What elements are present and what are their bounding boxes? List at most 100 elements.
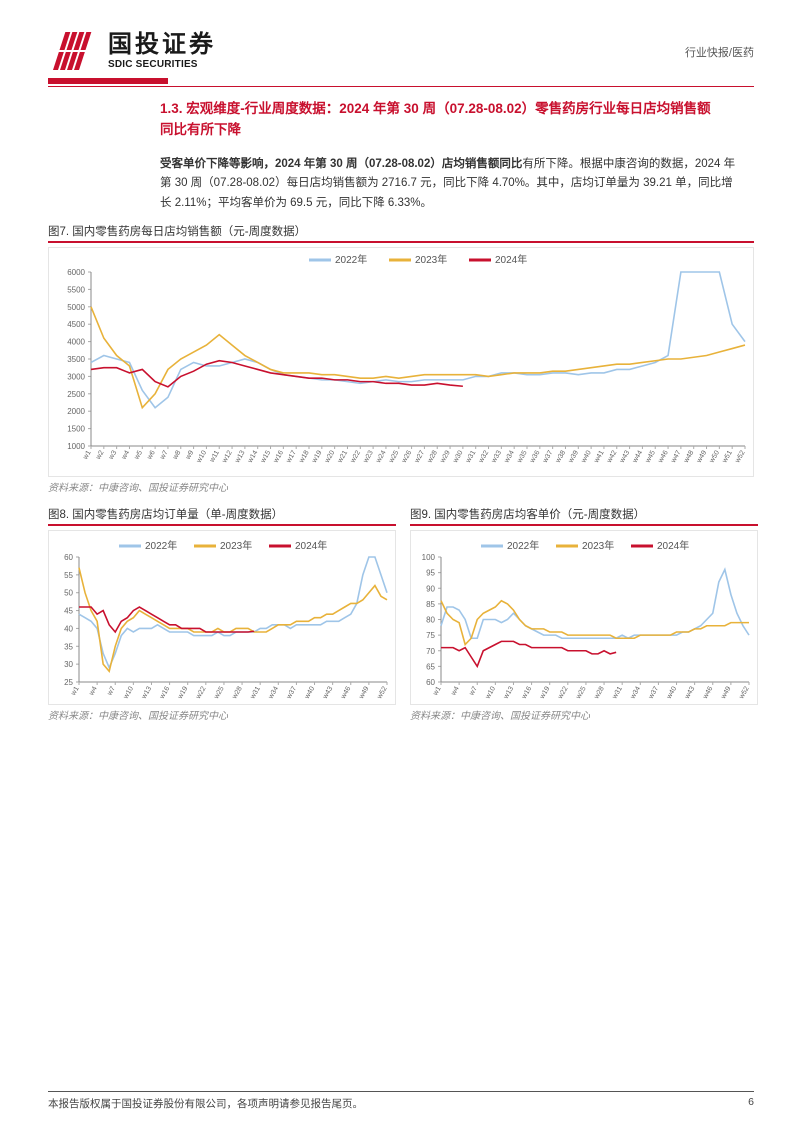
svg-text:w8: w8	[171, 450, 182, 462]
svg-text:w26: w26	[400, 450, 413, 466]
svg-text:w6: w6	[146, 450, 157, 462]
fig7-rule	[48, 241, 754, 243]
svg-text:w40: w40	[580, 450, 593, 466]
svg-text:95: 95	[426, 569, 435, 578]
logo-en: SDIC SECURITIES	[108, 59, 216, 70]
svg-text:w31: w31	[249, 686, 262, 702]
svg-text:w7: w7	[159, 450, 170, 462]
chart8-svg: 2530354045505560w1w4w7w10w13w16w19w22w25…	[49, 535, 395, 710]
svg-text:w52: w52	[734, 450, 747, 466]
svg-text:w4: w4	[120, 450, 131, 462]
svg-text:55: 55	[64, 571, 73, 580]
svg-text:w7: w7	[468, 686, 479, 698]
fig9-source: 资料来源：中康咨询、国投证券研究中心	[410, 707, 758, 722]
svg-text:4000: 4000	[67, 338, 85, 347]
svg-text:w19: w19	[311, 450, 324, 466]
svg-text:w40: w40	[665, 686, 678, 702]
svg-text:w41: w41	[593, 450, 606, 466]
svg-text:2500: 2500	[67, 390, 85, 399]
svg-text:w51: w51	[721, 450, 734, 466]
svg-text:w10: w10	[484, 686, 497, 702]
svg-text:w9: w9	[184, 450, 195, 462]
body-paragraph: 受客单价下降等影响，2024 年第 30 周（07.28-08.02）店均销售额…	[160, 155, 740, 214]
doc-tag: 行业快报/医药	[685, 44, 754, 60]
svg-text:w29: w29	[439, 450, 452, 466]
svg-text:w4: w4	[450, 686, 461, 698]
svg-text:w30: w30	[452, 450, 465, 466]
fig7-source: 资料来源：中康咨询、国投证券研究中心	[48, 479, 754, 494]
svg-text:w17: w17	[285, 450, 298, 466]
figure-row: 图8. 国内零售药房店均订单量（单-周度数据） 2530354045505560…	[48, 502, 754, 722]
svg-text:w23: w23	[362, 450, 375, 466]
svg-text:w43: w43	[321, 686, 334, 702]
svg-text:2022年: 2022年	[145, 539, 177, 552]
svg-text:2024年: 2024年	[495, 253, 527, 266]
page-root: 国投证券 SDIC SECURITIES 行业快报/医药 1.3. 宏观维度-行…	[0, 0, 802, 1133]
svg-text:w37: w37	[285, 686, 298, 702]
svg-text:w38: w38	[554, 450, 567, 466]
accent-bar	[48, 78, 168, 84]
svg-text:2023年: 2023年	[415, 253, 447, 266]
svg-text:w1: w1	[432, 686, 443, 698]
svg-text:w22: w22	[195, 686, 208, 702]
svg-text:w20: w20	[323, 450, 336, 466]
svg-text:50: 50	[64, 589, 73, 598]
svg-text:w16: w16	[520, 686, 533, 702]
svg-text:w19: w19	[176, 686, 189, 702]
svg-text:w14: w14	[246, 450, 259, 466]
svg-text:30: 30	[64, 661, 73, 670]
svg-text:2024年: 2024年	[657, 539, 689, 552]
svg-text:w42: w42	[606, 450, 619, 466]
svg-text:w46: w46	[340, 686, 353, 702]
svg-text:w2: w2	[95, 450, 106, 462]
section-title: 1.3. 宏观维度-行业周度数据：2024 年第 30 周（07.28-08.0…	[160, 99, 720, 141]
figure-8: 图8. 国内零售药房店均订单量（单-周度数据） 2530354045505560…	[48, 502, 396, 722]
svg-text:w4: w4	[88, 686, 99, 698]
svg-text:35: 35	[64, 643, 73, 652]
svg-text:80: 80	[426, 616, 435, 625]
svg-text:w27: w27	[413, 450, 426, 466]
svg-text:w43: w43	[618, 450, 631, 466]
svg-text:3500: 3500	[67, 355, 85, 364]
page-footer: 本报告版权属于国投证券股份有限公司，各项声明请参见报告尾页。 6	[48, 1091, 754, 1111]
svg-text:w36: w36	[529, 450, 542, 466]
svg-text:w50: w50	[708, 450, 721, 466]
svg-text:85: 85	[426, 600, 435, 609]
svg-text:75: 75	[426, 632, 435, 641]
svg-text:100: 100	[422, 553, 436, 562]
svg-text:w28: w28	[231, 686, 244, 702]
svg-text:w49: w49	[720, 686, 733, 702]
svg-text:w11: w11	[208, 450, 221, 465]
svg-text:w7: w7	[106, 686, 117, 698]
fig9-rule	[410, 524, 758, 526]
svg-text:2000: 2000	[67, 408, 85, 417]
svg-text:w40: w40	[303, 686, 316, 702]
svg-text:1500: 1500	[67, 425, 85, 434]
svg-text:w52: w52	[738, 686, 751, 702]
svg-text:90: 90	[426, 585, 435, 594]
svg-text:70: 70	[426, 647, 435, 656]
svg-text:w43: w43	[683, 686, 696, 702]
svg-text:60: 60	[64, 553, 73, 562]
header-rule	[48, 86, 754, 87]
svg-text:w16: w16	[158, 686, 171, 702]
figure-7: 图7. 国内零售药房每日店均销售额（元-周度数据） 1000 1500 2000 25…	[48, 223, 754, 494]
svg-text:w12: w12	[221, 450, 234, 466]
svg-text:w19: w19	[538, 686, 551, 702]
svg-text:2023年: 2023年	[220, 539, 252, 552]
fig7-caption: 图7. 国内零售药房每日店均销售额（元-周度数据）	[48, 223, 754, 239]
svg-text:w49: w49	[358, 686, 371, 702]
page-number: 6	[748, 1096, 754, 1111]
svg-text:w39: w39	[567, 450, 580, 466]
page-header: 国投证券 SDIC SECURITIES 行业快报/医药	[48, 30, 754, 72]
svg-text:2022年: 2022年	[507, 539, 539, 552]
svg-text:3000: 3000	[67, 373, 85, 382]
svg-text:w21: w21	[336, 450, 349, 466]
fig8-caption: 图8. 国内零售药房店均订单量（单-周度数据）	[48, 506, 396, 522]
svg-text:w34: w34	[267, 686, 280, 702]
svg-text:2023年: 2023年	[582, 539, 614, 552]
svg-text:25: 25	[64, 678, 73, 687]
svg-text:w31: w31	[464, 450, 477, 466]
svg-text:1000: 1000	[67, 442, 85, 451]
footer-text: 本报告版权属于国投证券股份有限公司，各项声明请参见报告尾页。	[48, 1096, 363, 1111]
